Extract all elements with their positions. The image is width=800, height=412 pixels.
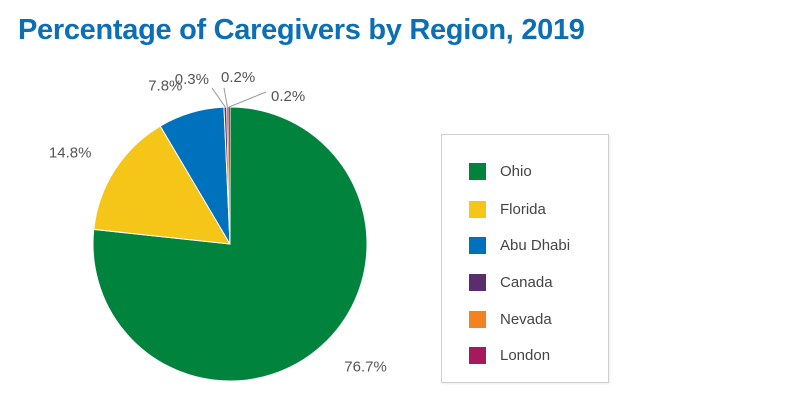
legend-label: Ohio <box>500 162 532 180</box>
legend-item-florida: Florida <box>469 199 546 219</box>
pie-chart: 76.7% 14.8% 7.8%0.3% 0.2% 0.2% <box>49 69 387 382</box>
legend-label: Abu Dhabi <box>500 236 571 254</box>
legend-item-canada: Canada <box>469 272 553 292</box>
leader-line <box>228 91 267 108</box>
slice-label: 14.8% <box>49 144 92 161</box>
legend-item-ohio: Ohio <box>469 161 532 181</box>
legend-swatch <box>469 273 486 291</box>
leader-line <box>211 87 226 108</box>
legend-swatch <box>469 310 486 328</box>
pie-slices <box>92 106 368 382</box>
legend-label: London <box>500 346 551 364</box>
legend-swatch <box>469 236 486 254</box>
leader-line <box>223 87 228 108</box>
legend-item-london: London <box>469 345 550 365</box>
legend: Ohio Florida Abu Dhabi Canada Nevada Lon… <box>441 134 609 383</box>
slice-label: 76.7% <box>344 359 387 376</box>
legend-label: Florida <box>500 200 546 218</box>
legend-label: Canada <box>500 273 553 291</box>
slice-label: 7.8% <box>148 78 182 95</box>
slice-label: 0.2% <box>221 69 255 86</box>
legend-item-nevada: Nevada <box>469 309 552 329</box>
legend-label: Nevada <box>500 310 552 328</box>
pie-slice-florida <box>93 125 231 245</box>
legend-swatch <box>469 346 486 364</box>
legend-item-abu-dhabi: Abu Dhabi <box>469 235 570 255</box>
chart-title: Percentage of Caregivers by Region, 2019 <box>18 14 585 46</box>
legend-swatch <box>469 200 486 218</box>
slice-label: 0.3% <box>175 71 209 88</box>
legend-swatch <box>469 162 486 180</box>
leader-lines <box>211 87 267 108</box>
slice-label: 0.2% <box>271 88 305 105</box>
slice-labels: 76.7% 14.8% 7.8%0.3% 0.2% 0.2% <box>49 69 387 376</box>
